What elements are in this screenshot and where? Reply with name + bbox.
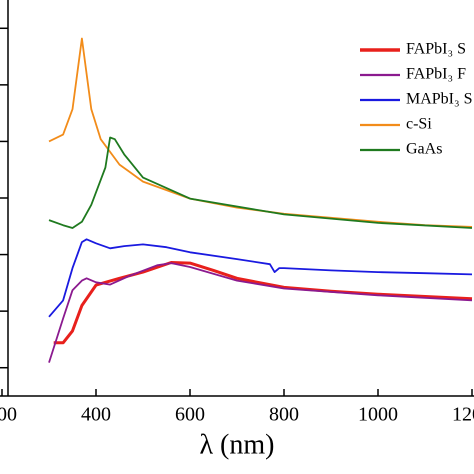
data-line — [48, 262, 473, 363]
legend-label: FAPbI₃ F — [406, 66, 466, 83]
legend-label: c-Si — [406, 116, 432, 133]
x-axis-label: λ (nm) — [199, 429, 274, 460]
legend-label: GaAs — [406, 141, 442, 158]
x-tick-label: 600 — [175, 404, 205, 426]
x-tick-label: 400 — [81, 404, 111, 426]
data-line — [53, 261, 473, 345]
legend-label: FAPbI₃ S — [406, 41, 466, 58]
data-line — [48, 238, 473, 318]
legend-label: MAPbI₃ S — [406, 91, 472, 108]
x-tick-label: 1000 — [358, 404, 398, 426]
data-line — [48, 136, 473, 229]
data-line — [48, 37, 473, 228]
x-tick-label: 200 — [0, 404, 17, 426]
x-tick-label: 800 — [269, 404, 299, 426]
x-tick-label: 1200 — [452, 404, 474, 426]
